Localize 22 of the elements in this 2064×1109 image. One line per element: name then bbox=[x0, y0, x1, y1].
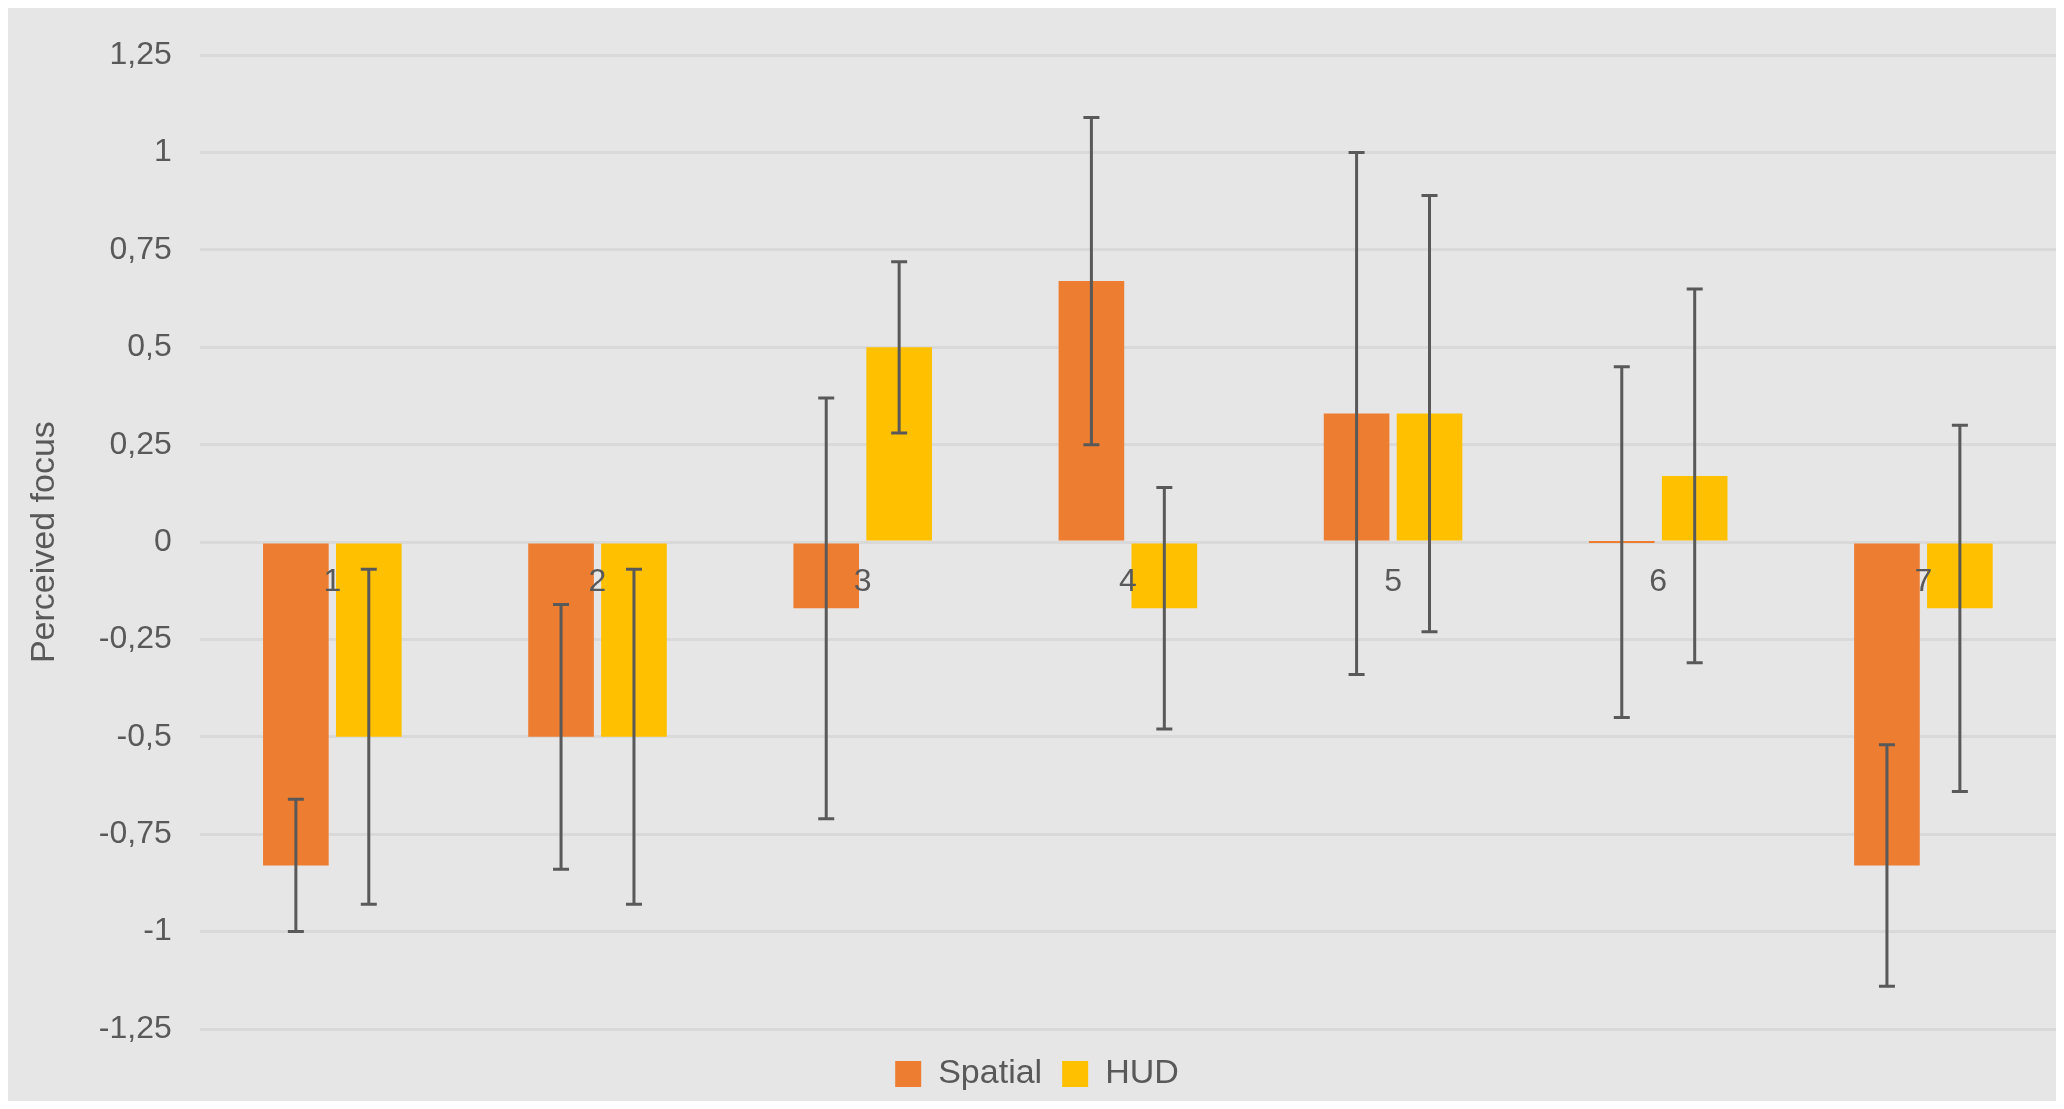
legend-label: Spatial bbox=[938, 1052, 1043, 1091]
bar bbox=[1396, 413, 1463, 541]
bar bbox=[1323, 413, 1390, 541]
y-tick-label: 0,75 bbox=[109, 229, 172, 266]
y-axis-title: Perceived focus bbox=[22, 421, 61, 664]
y-tick-label: 0,5 bbox=[127, 327, 172, 364]
y-tick-label: -1 bbox=[143, 911, 172, 948]
x-tick-label: 6 bbox=[1649, 561, 1668, 598]
y-tick-label: -0,25 bbox=[98, 619, 172, 656]
x-tick-label: 5 bbox=[1384, 561, 1402, 598]
bar bbox=[1058, 281, 1125, 541]
y-tick-label: 0 bbox=[153, 521, 172, 558]
y-tick-label: 0,25 bbox=[109, 424, 172, 461]
x-tick-label: 7 bbox=[1914, 561, 1933, 598]
bar bbox=[1661, 475, 1728, 541]
legend-label: HUD bbox=[1105, 1052, 1179, 1091]
y-tick-label: -0,75 bbox=[98, 814, 172, 851]
y-tick-label: -1,25 bbox=[98, 1008, 172, 1045]
y-tick-label: 1,25 bbox=[109, 35, 172, 72]
y-tick-label: -0,5 bbox=[116, 716, 172, 753]
y-tick-label: 1 bbox=[153, 132, 172, 169]
bar bbox=[866, 347, 932, 541]
